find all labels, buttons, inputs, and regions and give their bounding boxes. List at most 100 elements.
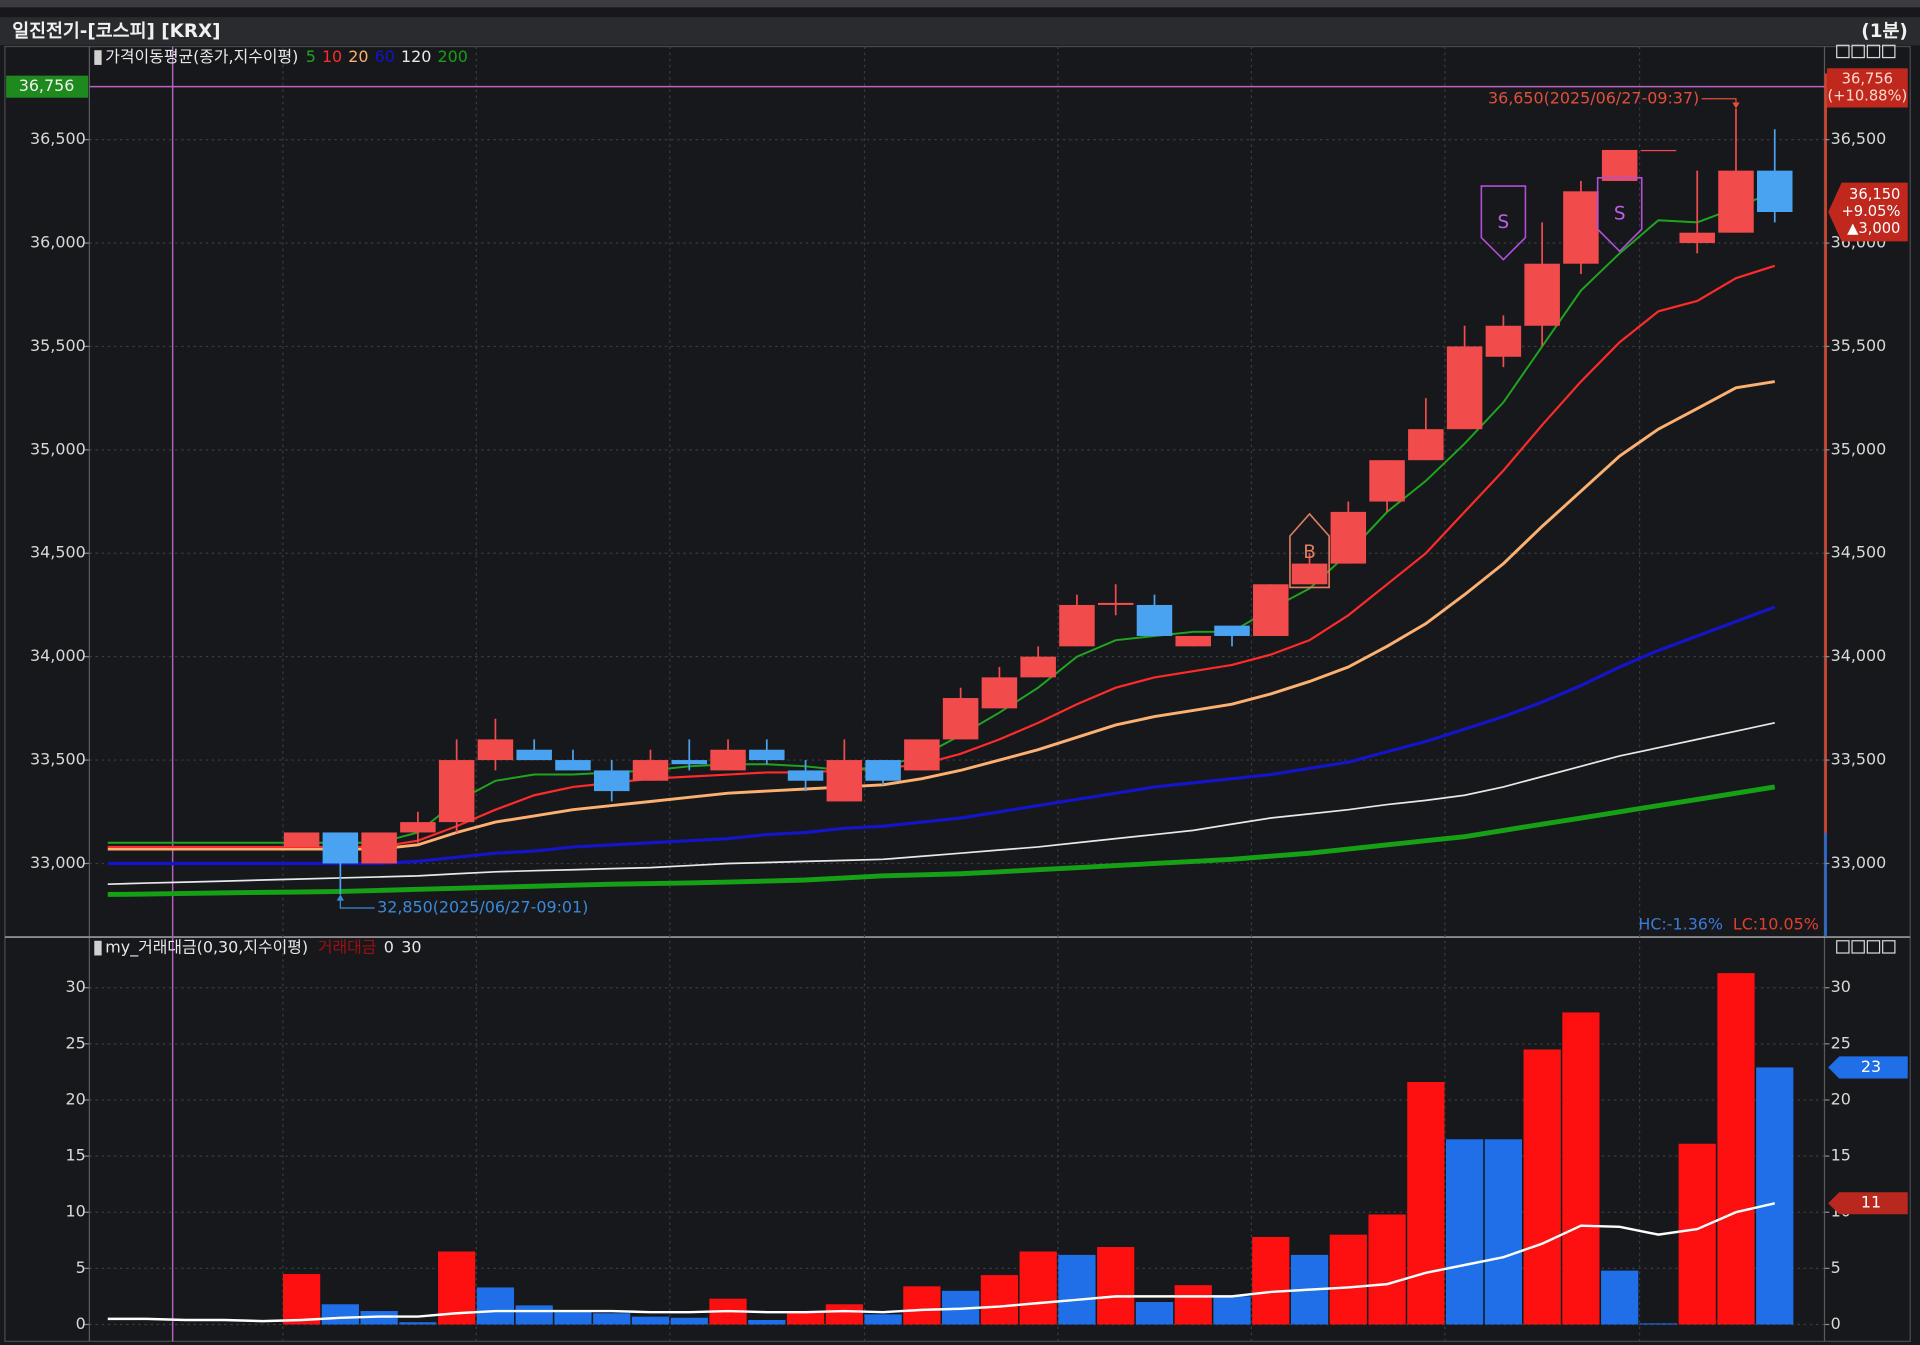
candle-body — [1718, 170, 1754, 233]
candle-body — [710, 749, 746, 771]
volume-bar — [748, 1319, 786, 1325]
volume-bar — [1329, 1234, 1367, 1325]
candle-body — [400, 822, 436, 833]
candle-body — [477, 739, 514, 761]
interval-label: (1분) — [1861, 21, 1907, 42]
y-tick-label: 25 — [65, 1033, 85, 1052]
frame — [4, 45, 1911, 1342]
y-tick-label: 0 — [1831, 1314, 1841, 1333]
y-tick-label: 35,500 — [30, 336, 86, 355]
legend-entry: 60 — [375, 47, 395, 66]
candle-body — [787, 770, 824, 781]
volume-bar — [399, 1322, 437, 1325]
candle-body — [1330, 511, 1367, 564]
volume-bar — [1523, 1049, 1561, 1325]
range-stat: HC:-1.36% — [1638, 914, 1723, 933]
legend-entry: 5 — [306, 47, 316, 66]
candle-body — [1136, 604, 1173, 636]
price-tag-diff: ▲3,000 — [1847, 220, 1900, 237]
y-tick-label: 33,000 — [1831, 853, 1887, 872]
y-tick-label: 33,500 — [1831, 750, 1887, 769]
candle-body — [1214, 625, 1250, 636]
buy-signal — [1289, 512, 1330, 589]
y-tick-label: 20 — [65, 1089, 85, 1108]
legend-entry: 200 — [438, 47, 468, 66]
y-tick-label: 33,500 — [30, 750, 86, 769]
y-tick-label: 35,000 — [1831, 439, 1887, 458]
signal-label: B — [1303, 542, 1316, 563]
legend-entry: 20 — [348, 47, 368, 66]
y-tick-label: 15 — [1831, 1146, 1851, 1165]
value-tag-label: 23 — [1861, 1057, 1881, 1076]
legend-entry: 가격이동평균(종가,지수이평) — [105, 47, 298, 66]
price-tag-box — [1828, 182, 1908, 242]
annotation-arrowhead — [336, 894, 345, 901]
volume-bar — [554, 1312, 592, 1325]
y-tick-label: 34,000 — [30, 646, 86, 665]
candle-body — [1446, 346, 1483, 430]
legend-entry: 30 — [401, 938, 421, 957]
y-tick-label: 33,000 — [30, 853, 86, 872]
title-bar — [0, 17, 1920, 46]
limit-tag-box — [1826, 68, 1908, 108]
candle-body — [942, 698, 979, 740]
legend-icon — [94, 50, 102, 65]
annotation-arrow — [339, 896, 375, 909]
volume-bar — [670, 1317, 708, 1325]
panel-button — [1851, 44, 1865, 59]
volume-bar — [1213, 1296, 1251, 1325]
volume-bar — [631, 1316, 670, 1325]
candle-body — [1097, 602, 1134, 605]
candle-body — [1253, 584, 1289, 636]
y-tick-label: 34,500 — [30, 543, 86, 562]
panels — [4, 45, 1911, 1342]
candle-body — [904, 739, 940, 771]
volume-bar — [1368, 1214, 1406, 1325]
candle-body — [516, 749, 552, 761]
candle-body — [1059, 604, 1095, 647]
y-tick-label: 15 — [65, 1146, 85, 1165]
volume-bar — [1756, 1067, 1794, 1325]
volume-bar — [903, 1286, 941, 1325]
value-tag — [1828, 1192, 1908, 1215]
candle-body — [1175, 635, 1211, 647]
volume-bar — [515, 1305, 553, 1325]
price-tag-label: 36,150 — [1849, 186, 1900, 203]
volume-bar — [1135, 1302, 1174, 1325]
y-tick-label: 35,500 — [1831, 336, 1887, 355]
candle-body — [1485, 325, 1522, 357]
candle-body — [555, 760, 591, 771]
volume-bar — [593, 1313, 631, 1325]
value-tag-label: 11 — [1861, 1193, 1881, 1212]
y-tick-label: 5 — [76, 1258, 86, 1277]
candle-body — [1601, 149, 1638, 181]
candle-body — [1524, 263, 1560, 326]
candle-body — [283, 832, 320, 847]
candle-body — [671, 760, 708, 765]
annotation-text: 32,850(2025/06/27-09:01) — [377, 897, 588, 916]
window-title: 일진전기-[코스피] [KRX] — [12, 21, 220, 42]
panel-button — [1866, 940, 1881, 954]
legend-entry: my_거래대금(0,30,지수이평) — [105, 938, 308, 958]
y-tick-label: 34,500 — [1831, 543, 1887, 562]
candle-body — [1020, 656, 1056, 678]
limit-label: 36,756 — [19, 76, 75, 95]
volume-bar — [1562, 1012, 1600, 1325]
volume-bar — [1446, 1139, 1484, 1325]
candle-body — [1756, 170, 1793, 213]
annotation-arrowhead — [1732, 102, 1740, 109]
top-strip — [0, 0, 1920, 8]
moving-average-line — [107, 722, 1775, 886]
panel-button — [1882, 44, 1896, 59]
panel-button — [1882, 940, 1896, 954]
price-tag-change: +9.05% — [1841, 203, 1900, 220]
volume-bar — [825, 1304, 863, 1325]
volume-bar — [1717, 973, 1755, 1325]
volume-bar — [282, 1273, 321, 1325]
legend-entry: 10 — [322, 47, 342, 66]
candle-body — [322, 832, 359, 864]
volume-bar — [1252, 1236, 1290, 1325]
legend-entry: 120 — [401, 47, 431, 66]
